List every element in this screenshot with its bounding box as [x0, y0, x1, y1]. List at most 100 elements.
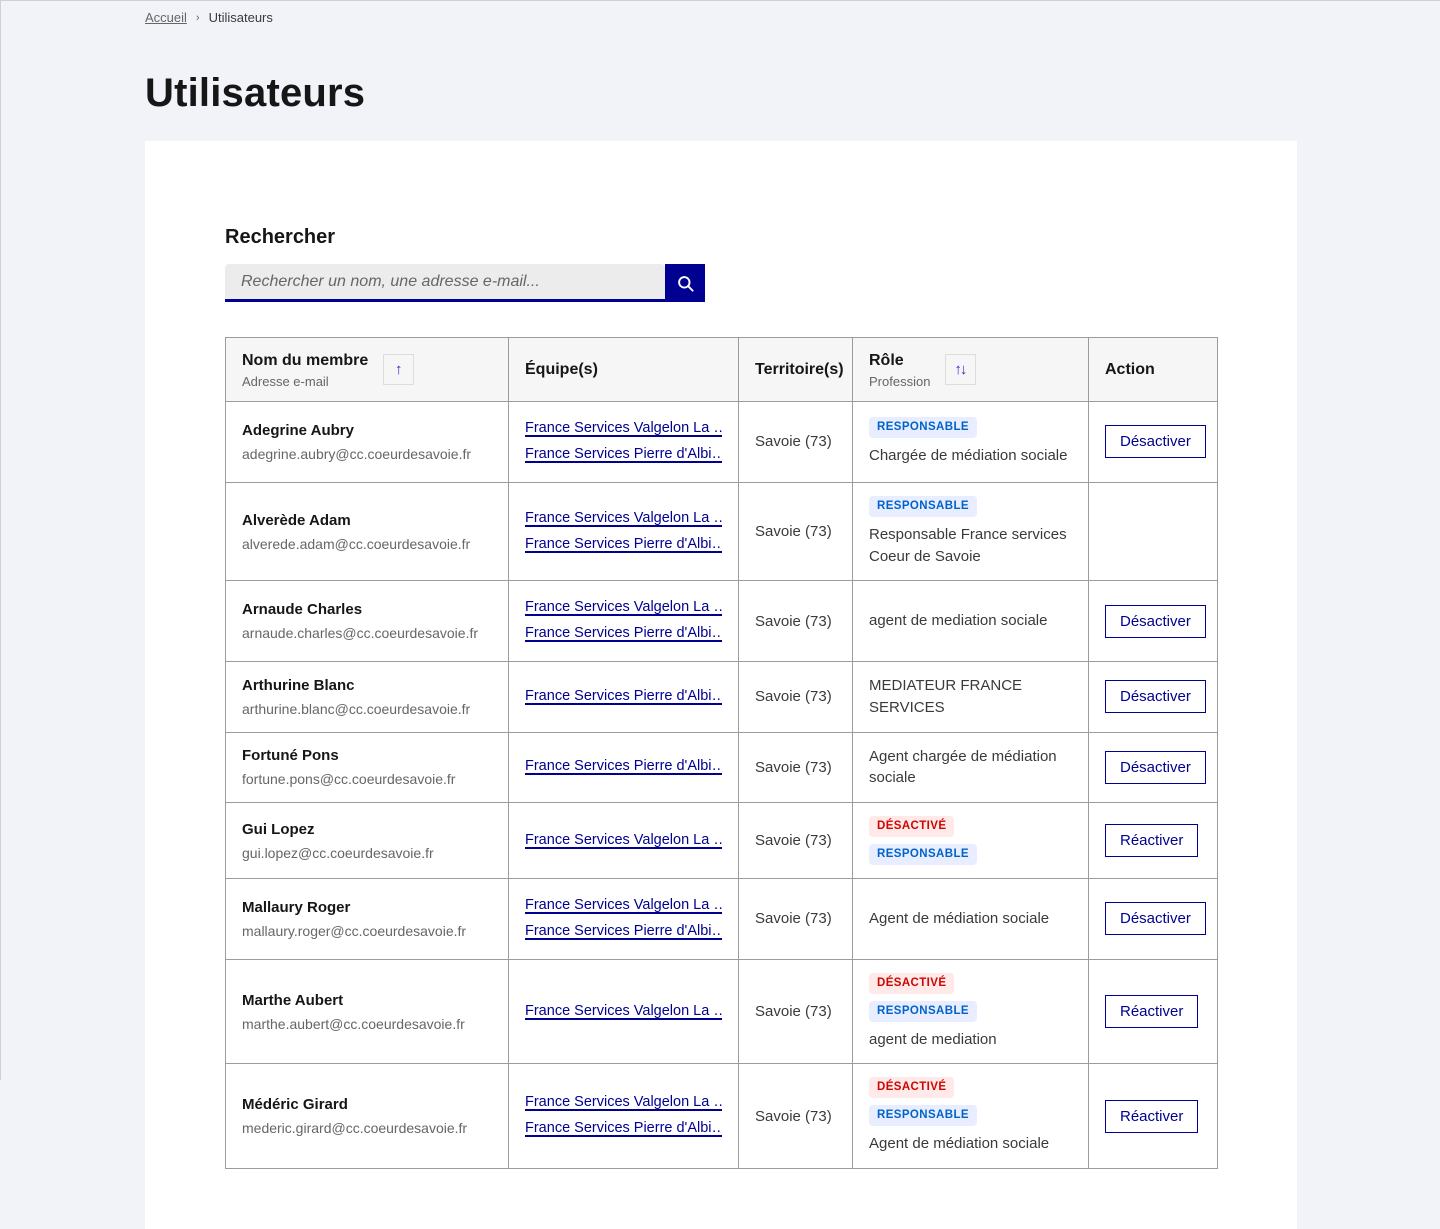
territory-cell: Savoie (73) [738, 958, 853, 1065]
territory-cell: Savoie (73) [738, 731, 853, 804]
teams-cell: France Services Valgelon La … [508, 958, 739, 1065]
table-header-row: Nom du membre Adresse e-mail ↑ Équipe(s)… [225, 337, 1218, 402]
table-row: Marthe Aubert marthe.aubert@cc.coeurdesav… [225, 958, 1218, 1065]
table-row: Mallaury Roger mallaury.roger@cc.coeurdes… [225, 878, 1218, 960]
profession-text: agent de mediation [869, 1030, 997, 1048]
column-header-teams: Équipe(s) [508, 337, 739, 402]
status-badge: RESPONSABLE [869, 495, 977, 517]
breadcrumb: Accueil › Utilisateurs [145, 10, 1440, 25]
users-table: Nom du membre Adresse e-mail ↑ Équipe(s)… [225, 337, 1218, 1170]
member-name: Marthe Aubert [242, 991, 344, 1009]
member-email: marthe.aubert@cc.coeurdesavoie.fr [242, 1015, 465, 1032]
badge-stack: RESPONSABLE [869, 417, 1072, 439]
table-row: Gui Lopez gui.lopez@cc.coeurdesavoie.fr Fr… [225, 802, 1218, 879]
deactivate-button[interactable]: Désactiver [1105, 750, 1206, 784]
search-button[interactable] [665, 264, 705, 302]
badge-stack: DÉSACTIVÉ RESPONSABLE [869, 972, 1072, 1022]
member-cell: Arthurine Blanc arthurine.blanc@cc.coeurd… [225, 661, 509, 733]
teams-cell: France Services Pierre d'Albi… [508, 731, 739, 804]
member-email: adegrine.aubry@cc.coeurdesavoie.fr [242, 445, 472, 462]
deactivate-button[interactable]: Désactiver [1105, 425, 1206, 459]
role-cell: DÉSACTIVÉ RESPONSABLE [852, 802, 1089, 879]
deactivate-button[interactable]: Désactiver [1105, 604, 1206, 638]
profession-text: Agent chargée de médiation sociale [869, 747, 1057, 787]
table-row: Arnaude Charles arnaude.charles@cc.coeurd… [225, 580, 1218, 663]
team-link[interactable]: France Services Pierre d'Albi… [525, 1120, 722, 1137]
deactivate-button[interactable]: Désactiver [1105, 680, 1206, 714]
team-link[interactable]: France Services Pierre d'Albi… [525, 625, 722, 642]
action-cell: Désactiver [1088, 878, 1218, 960]
reactivate-button[interactable]: Réactiver [1105, 995, 1199, 1029]
team-link[interactable]: France Services Pierre d'Albi… [525, 445, 722, 462]
territory-cell: Savoie (73) [738, 802, 853, 879]
member-cell: Mallaury Roger mallaury.roger@cc.coeurdes… [225, 878, 509, 960]
teams-cell: France Services Valgelon La … France Serv… [508, 481, 739, 582]
breadcrumb-current: Utilisateurs [208, 10, 273, 25]
member-email: arnaude.charles@cc.coeurdesavoie.fr [242, 625, 479, 642]
teams-cell: France Services Valgelon La … France Serv… [508, 580, 739, 663]
teams-cell: France Services Valgelon La … [508, 802, 739, 879]
team-link[interactable]: France Services Pierre d'Albi… [525, 758, 722, 775]
teams-cell: France Services Valgelon La … France Serv… [508, 401, 739, 483]
search-input[interactable] [225, 264, 665, 302]
teams-cell: France Services Pierre d'Albi… [508, 661, 739, 733]
column-title-action: Action [1105, 360, 1155, 378]
users-table-wrap: Nom du membre Adresse e-mail ↑ Équipe(s)… [225, 337, 1218, 1170]
team-link[interactable]: France Services Pierre d'Albi… [525, 535, 722, 552]
status-badge: DÉSACTIVÉ [869, 1077, 955, 1099]
territory-cell: Savoie (73) [738, 878, 853, 960]
status-badge: RESPONSABLE [869, 844, 977, 865]
column-header-member: Nom du membre Adresse e-mail ↑ [225, 337, 509, 402]
member-email: mallaury.roger@cc.coeurdesavoie.fr [242, 922, 467, 939]
member-name: Alverède Adam [242, 511, 351, 529]
column-header-action: Action [1088, 337, 1218, 402]
column-header-role: Rôle Profession ↑↓ [852, 337, 1089, 402]
sort-member-button[interactable]: ↑ [383, 354, 415, 385]
role-cell: Agent chargée de médiation sociale [852, 731, 1089, 804]
action-cell: Désactiver [1088, 580, 1218, 663]
table-row: Fortuné Pons fortune.pons@cc.coeurdesavoi… [225, 731, 1218, 804]
team-link[interactable]: France Services Valgelon La … [525, 1094, 722, 1111]
profession-text: Responsable France services Coeur de Sav… [869, 525, 1067, 565]
territory-cell: Savoie (73) [738, 661, 853, 733]
member-name: Adegrine Aubry [242, 421, 354, 439]
team-link[interactable]: France Services Valgelon La … [525, 509, 722, 526]
badge-stack: RESPONSABLE [869, 495, 1072, 517]
member-name: Gui Lopez [242, 820, 315, 838]
role-cell: RESPONSABLE Responsable France services C… [852, 481, 1089, 582]
table-row: Alverède Adam alverede.adam@cc.coeurdesav… [225, 481, 1218, 582]
status-badge: RESPONSABLE [869, 1000, 977, 1022]
breadcrumb-home-link[interactable]: Accueil [145, 10, 187, 25]
column-title-role: Rôle [869, 351, 904, 369]
team-link[interactable]: France Services Valgelon La … [525, 897, 722, 913]
reactivate-button[interactable]: Réactiver [1105, 1099, 1199, 1133]
action-cell: Désactiver [1088, 661, 1218, 733]
team-link[interactable]: France Services Valgelon La … [525, 420, 722, 436]
badge-stack: DÉSACTIVÉ RESPONSABLE [869, 816, 1072, 865]
member-cell: Gui Lopez gui.lopez@cc.coeurdesavoie.fr [225, 802, 509, 879]
column-subtitle-member: Adresse e-mail [242, 373, 329, 389]
deactivate-button[interactable]: Désactiver [1105, 902, 1206, 936]
team-link[interactable]: France Services Pierre d'Albi… [525, 922, 722, 939]
column-title-teams: Équipe(s) [525, 360, 598, 378]
team-link[interactable]: France Services Valgelon La … [525, 831, 722, 848]
member-name: Arnaude Charles [242, 601, 363, 619]
role-cell: MEDIATEUR FRANCE SERVICES [852, 661, 1089, 733]
column-header-territories: Territoire(s) [738, 337, 853, 402]
sort-role-button[interactable]: ↑↓ [945, 354, 977, 385]
badge-stack: DÉSACTIVÉ RESPONSABLE [869, 1077, 1072, 1127]
users-table-body: Adegrine Aubry adegrine.aubry@cc.coeurdes… [225, 401, 1218, 1170]
team-link[interactable]: France Services Valgelon La … [525, 1002, 722, 1019]
member-name: Mallaury Roger [242, 898, 351, 916]
member-cell: Fortuné Pons fortune.pons@cc.coeurdesavoi… [225, 731, 509, 804]
role-cell: agent de mediation sociale [852, 580, 1089, 663]
teams-cell: France Services Valgelon La … France Serv… [508, 878, 739, 960]
reactivate-button[interactable]: Réactiver [1105, 824, 1199, 858]
team-link[interactable]: France Services Pierre d'Albi… [525, 687, 722, 704]
territory-cell: Savoie (73) [738, 580, 853, 663]
member-cell: Adegrine Aubry adegrine.aubry@cc.coeurdes… [225, 401, 509, 483]
action-cell: Réactiver [1088, 802, 1218, 879]
team-link[interactable]: France Services Valgelon La … [525, 599, 722, 616]
territory-cell: Savoie (73) [738, 401, 853, 483]
